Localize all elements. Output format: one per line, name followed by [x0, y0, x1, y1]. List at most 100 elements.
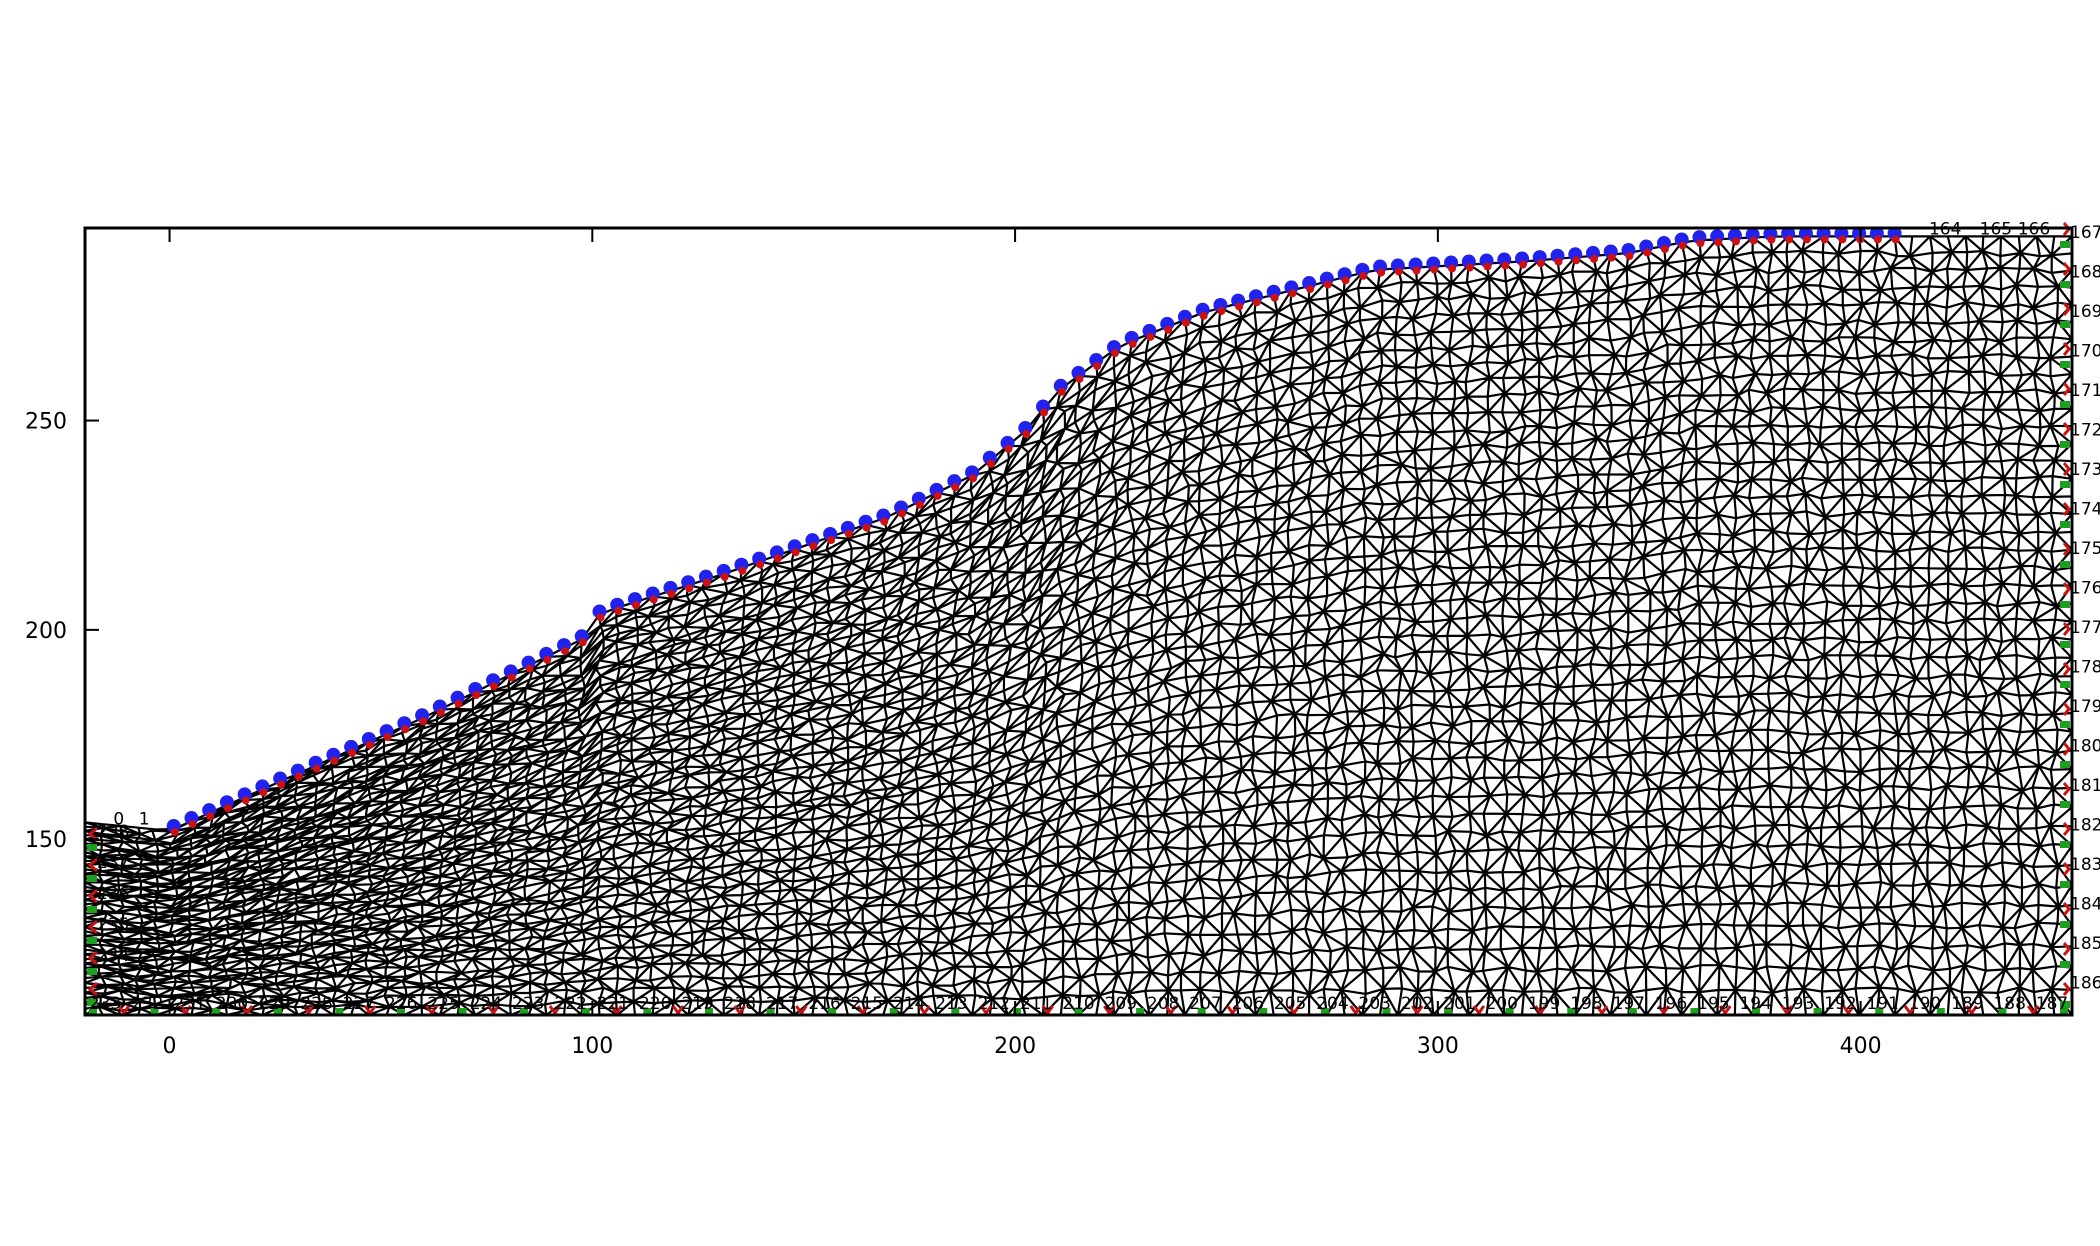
surface-node-dot — [667, 589, 676, 598]
node-label-right: 175 — [2070, 539, 2100, 559]
fixed-node-marker — [87, 857, 98, 873]
fixed-node-marker — [89, 1008, 97, 1015]
surface-node-dot — [1022, 430, 1031, 439]
fixed-node-marker — [951, 1008, 960, 1015]
surface-node-dot — [188, 820, 197, 829]
node-label-bottom: 207 — [1189, 994, 1221, 1014]
node-label-bottom: 199 — [1528, 994, 1560, 1014]
fixed-node-marker — [2062, 622, 2071, 636]
fixed-node-marker — [1226, 1005, 1239, 1016]
surface-node-dot — [951, 483, 960, 492]
fixed-node-marker — [2060, 321, 2070, 328]
node-label-bottom: 206 — [1232, 994, 1264, 1014]
fixed-node-marker — [273, 1008, 282, 1015]
fixed-node-marker — [2062, 822, 2071, 836]
fixed-node-marker — [520, 1008, 529, 1015]
surface-node-dot — [365, 741, 374, 750]
surface-node-dot — [1838, 235, 1847, 244]
node-label-bottom: 208 — [1147, 994, 1179, 1014]
node-label-right: 168 — [2070, 263, 2100, 283]
node-label-right: 179 — [2070, 697, 2100, 717]
fixed-node-marker — [1472, 1005, 1486, 1016]
surface-node-dot — [1785, 235, 1794, 244]
node-label-bottom: 221 — [597, 994, 629, 1014]
node-label-bottom: 189 — [1951, 994, 1983, 1014]
node-label-bottom: 212 — [978, 994, 1010, 1014]
surface-node-dot — [1430, 265, 1439, 274]
fixed-node-marker — [1041, 1005, 1054, 1016]
surface-node-dot — [436, 708, 445, 717]
surface-node-dot — [507, 673, 516, 682]
fixed-node-marker — [2062, 942, 2071, 956]
mesh-edges — [85, 235, 2072, 1015]
fixed-node-marker — [1444, 1008, 1453, 1015]
fixed-node-marker — [1259, 1008, 1268, 1015]
fixed-node-marker — [610, 1005, 623, 1016]
node-label-left: 238 — [97, 822, 129, 842]
surface-node-dot — [1093, 362, 1102, 371]
surface-node-dot — [1554, 257, 1563, 266]
surface-node-dot — [1040, 408, 1049, 417]
surface-node-markers — [166, 228, 1902, 836]
fixed-node-marker — [2062, 982, 2071, 996]
node-label-right: 182 — [2070, 816, 2100, 836]
node-label-bottom: 192 — [1824, 994, 1856, 1014]
fixed-node-marker — [1965, 1005, 1978, 1016]
node-label-bottom: 225 — [427, 994, 459, 1014]
surface-node-dot — [206, 812, 215, 821]
surface-node-dot — [1749, 236, 1758, 245]
fixed-node-marker — [2062, 582, 2071, 596]
fixed-node-marker — [2060, 841, 2070, 848]
plot-frame — [83, 226, 2074, 1017]
fixed-node-marker — [2062, 302, 2071, 316]
x-tick-label: 0 — [163, 1034, 177, 1059]
surface-node-dot — [1146, 332, 1155, 341]
surface-node-dot — [631, 601, 640, 610]
node-label-bottom: 219 — [681, 994, 713, 1014]
fixed-node-marker — [1534, 1005, 1547, 1016]
fixed-node-marker — [2060, 801, 2070, 808]
surface-node-dot — [862, 523, 871, 532]
node-label-top: 1 — [139, 810, 150, 830]
node-label-left: 234 — [97, 946, 129, 966]
surface-node-dot — [401, 725, 410, 734]
y-tick-label: 150 — [25, 828, 67, 853]
surface-node-dot — [1323, 280, 1332, 289]
fixed-node-marker — [2060, 761, 2070, 768]
surface-node-dot — [720, 572, 729, 581]
fixed-node-marker — [548, 1005, 562, 1016]
node-label-bottom: 232 — [131, 994, 163, 1014]
surface-node-dot — [1288, 289, 1297, 298]
node-label-bottom: 194 — [1739, 994, 1771, 1014]
surface-node-dot — [933, 491, 942, 500]
fixed-node-marker — [87, 906, 97, 913]
fixed-node-marker — [117, 1005, 131, 1016]
fixed-node-marker — [795, 1005, 808, 1016]
node-label-bottom: 198 — [1570, 994, 1602, 1014]
surface-node-dot — [614, 606, 623, 615]
node-label-right: 186 — [2070, 974, 2100, 994]
node-label-bottom: 210 — [1062, 994, 1094, 1014]
surface-node-dot — [1643, 248, 1652, 257]
fixed-node-marker — [2062, 502, 2071, 516]
surface-node-dot — [986, 459, 995, 468]
surface-node-dot — [649, 595, 658, 604]
fixed-node-marker — [302, 1005, 315, 1016]
fixed-node-marker — [704, 1008, 713, 1015]
fixed-node-marker — [87, 844, 97, 851]
fixed-node-marker — [1998, 1008, 2007, 1015]
fixed-node-marker — [2060, 601, 2070, 608]
fixed-node-marker — [458, 1008, 467, 1015]
node-label-bottom: 220 — [639, 994, 671, 1014]
surface-node-dot — [1075, 374, 1084, 383]
surface-node-dot — [259, 788, 268, 797]
surface-node-dot — [809, 542, 818, 551]
surface-node-dot — [827, 535, 836, 544]
x-tick-label: 100 — [571, 1034, 613, 1059]
surface-node-dot — [472, 690, 481, 699]
fixed-node-marker — [87, 999, 97, 1006]
fixed-node-marker — [918, 1005, 931, 1016]
fixed-node-marker — [1690, 1008, 1699, 1015]
node-label-right: 171 — [2070, 381, 2100, 401]
